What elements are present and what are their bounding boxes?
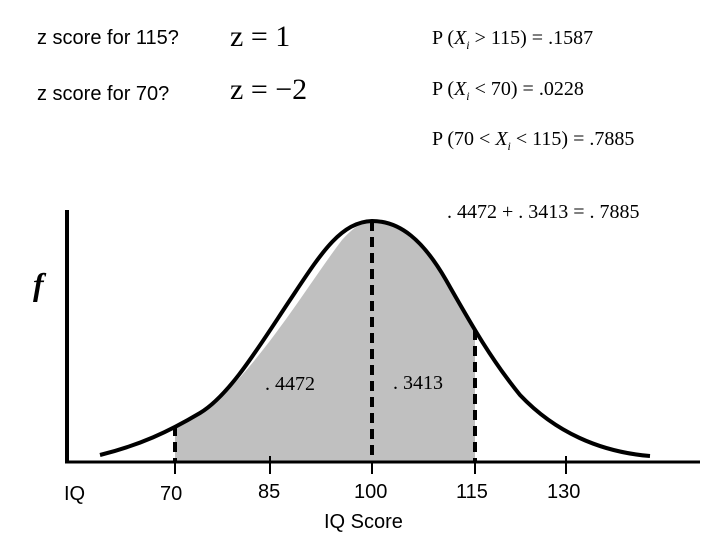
tick-label-130: 130 bbox=[547, 481, 581, 503]
region-label-right: . 3413 bbox=[393, 372, 443, 394]
tick-label-100: 100 bbox=[354, 481, 388, 503]
tick-label-85: 85 bbox=[258, 481, 281, 503]
question-z-70: z score for 70? bbox=[37, 83, 170, 105]
answer-z-115: z = 1 bbox=[230, 20, 291, 53]
axis-first-label: IQ bbox=[64, 483, 86, 505]
shaded-region bbox=[175, 221, 475, 462]
x-axis-title: IQ Score bbox=[324, 511, 403, 533]
prob-above-115: P (Xi > 115) = .1587 bbox=[432, 27, 594, 52]
region-label-left: . 4472 bbox=[265, 373, 315, 395]
answer-z-70: z = −2 bbox=[230, 73, 308, 106]
question-z-115: z score for 115? bbox=[37, 27, 179, 49]
tick-label-115: 115 bbox=[456, 481, 488, 503]
tick-label-70: 70 bbox=[160, 483, 183, 505]
sum-equation: . 4472 + . 3413 = . 7885 bbox=[447, 201, 640, 223]
prob-between-70-115: P (70 < Xi < 115) = .7885 bbox=[432, 128, 635, 153]
prob-below-70: P (Xi < 70) = .0228 bbox=[432, 78, 584, 103]
f-axis-label: f bbox=[33, 266, 44, 302]
